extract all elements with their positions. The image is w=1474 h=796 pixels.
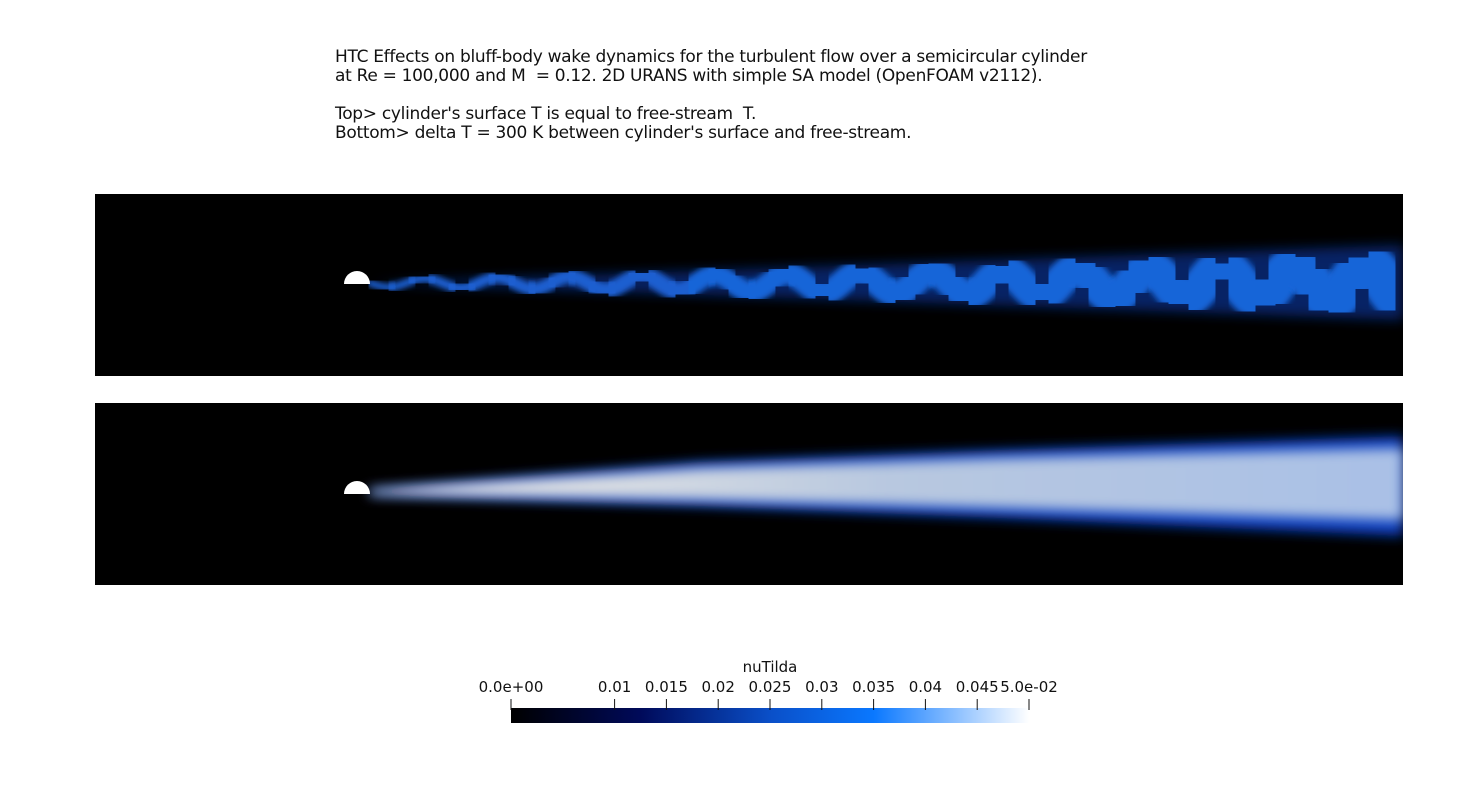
colorbar-tick-label: 0.015: [645, 678, 688, 696]
wake-top: [366, 242, 1403, 322]
wake-vortex: [1347, 243, 1403, 319]
colorbar-title: nuTilda: [743, 658, 798, 676]
colorbar-tick-label: 0.025: [749, 678, 792, 696]
header-line: Bottom> delta T = 300 K between cylinder…: [335, 123, 912, 143]
wake-bottom: [370, 436, 1403, 536]
colorbar-tick-label: 0.0e+00: [479, 678, 544, 696]
header-line: at Re = 100,000 and M = 0.12. 2D URANS w…: [335, 66, 1043, 86]
header-line: Top> cylinder's surface T is equal to fr…: [335, 104, 757, 124]
colorbar-tick-label: 0.01: [598, 678, 631, 696]
colorbar-tick-label: 0.02: [701, 678, 734, 696]
cylinder: [344, 271, 370, 284]
colorbar-tick-label: 0.03: [805, 678, 838, 696]
colorbar-tick-label: 0.04: [909, 678, 942, 696]
colorbar-tick-label: 0.035: [852, 678, 895, 696]
colorbar: [511, 708, 1029, 723]
header-line: HTC Effects on bluff-body wake dynamics …: [335, 47, 1087, 67]
cylinder: [344, 481, 370, 494]
colorbar-tick-label: 5.0e-02: [1000, 678, 1058, 696]
colorbar-tick-label: 0.045: [956, 678, 999, 696]
